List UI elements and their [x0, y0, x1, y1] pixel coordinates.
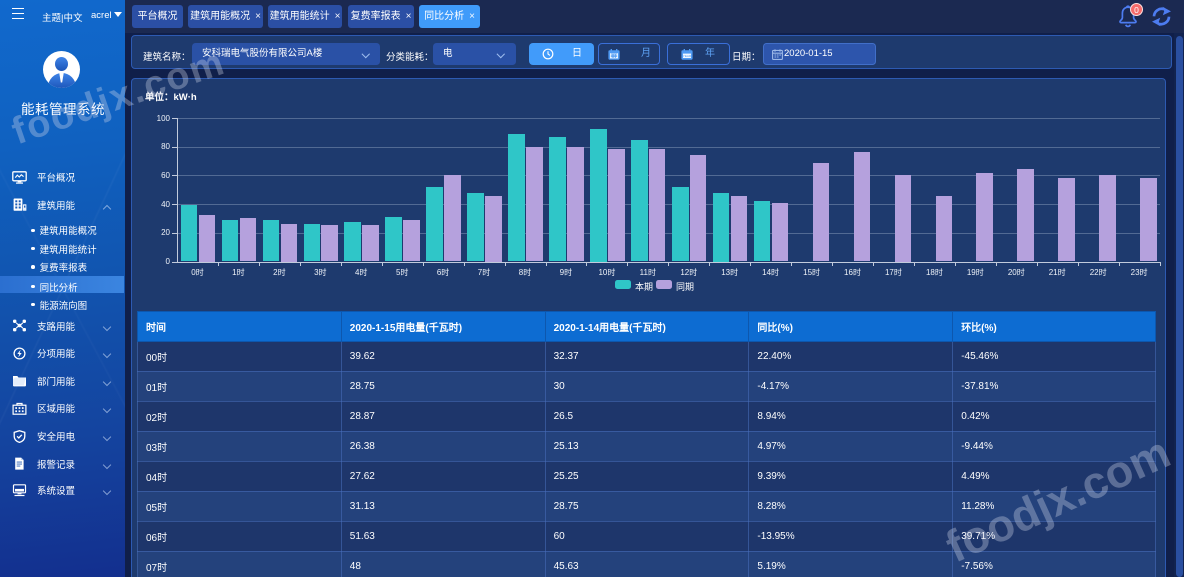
svg-text:YEAR: YEAR: [683, 54, 692, 58]
